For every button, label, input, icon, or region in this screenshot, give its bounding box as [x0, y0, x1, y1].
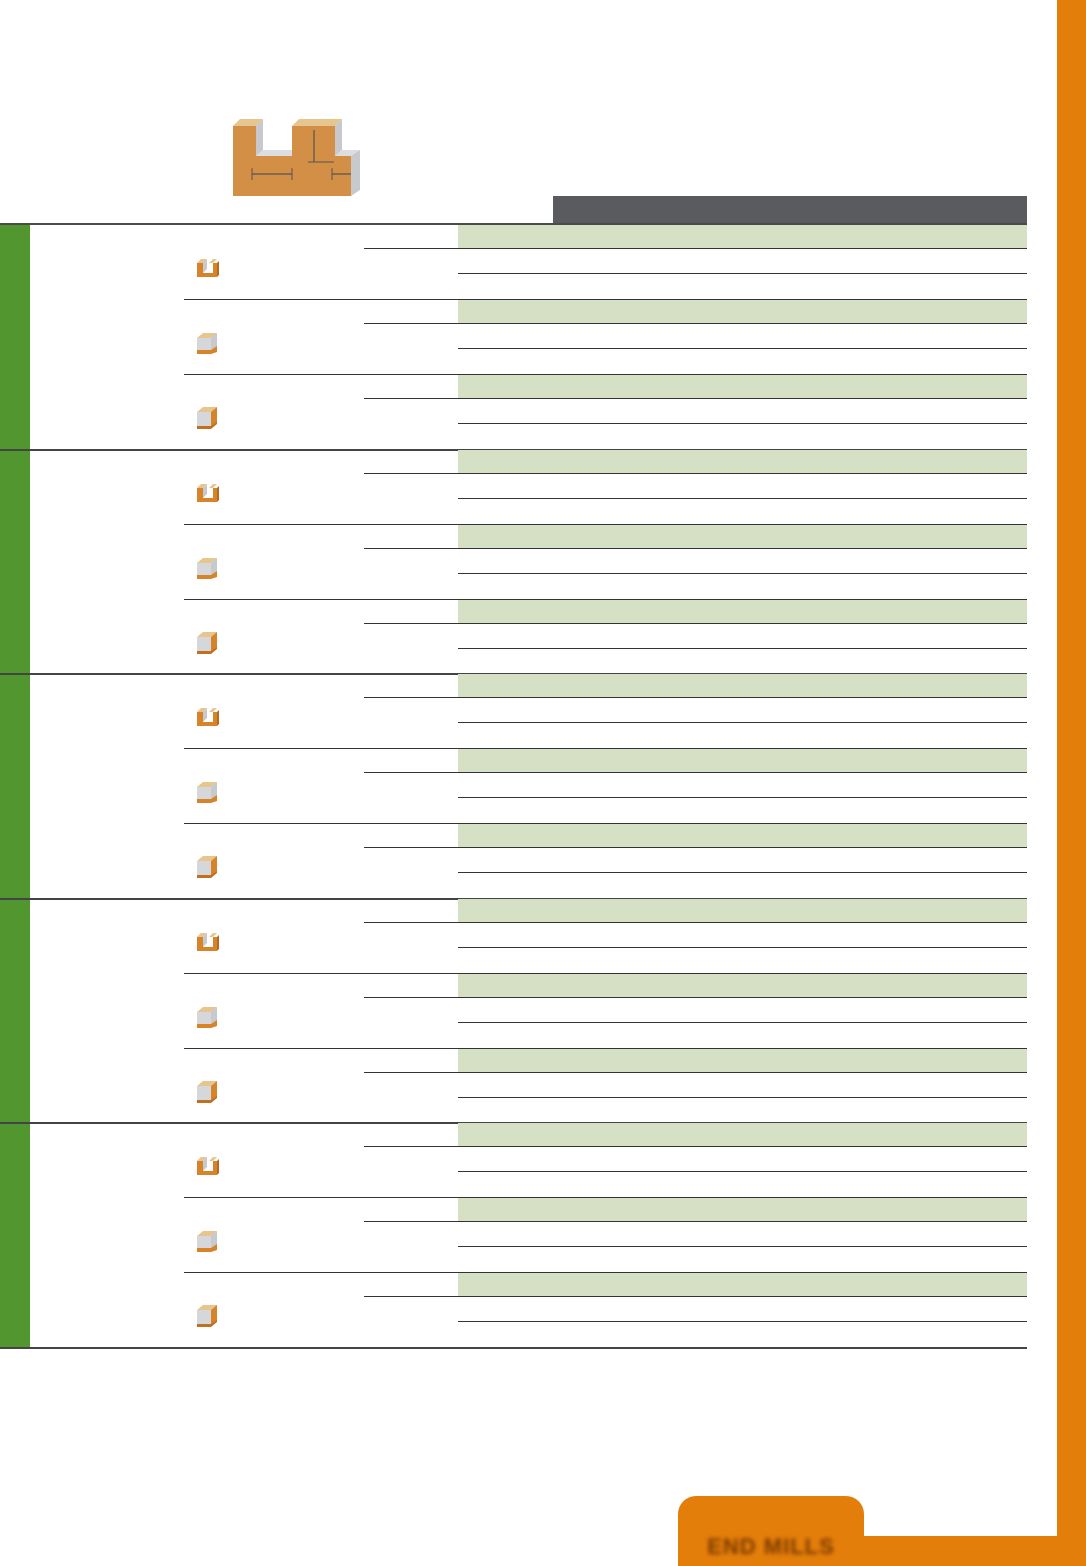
row-divider [364, 1221, 1027, 1223]
row-divider [184, 748, 1027, 750]
row-divider [458, 423, 1027, 424]
row-divider [364, 248, 1027, 249]
table-top-rule [0, 223, 1027, 225]
face-icon [197, 1080, 217, 1103]
data-row-band [458, 300, 1027, 323]
row-divider [364, 697, 1027, 699]
row-divider [458, 572, 1027, 574]
data-row-band [458, 449, 1027, 473]
row-divider [458, 647, 1027, 649]
group-divider [0, 1347, 1027, 1349]
data-row-band [458, 1123, 1027, 1147]
face-icon [197, 1305, 217, 1328]
data-row-band [458, 749, 1027, 773]
row-divider [364, 547, 1027, 549]
row-divider [364, 622, 1027, 624]
face-icon [197, 856, 217, 879]
row-divider [184, 523, 1027, 525]
row-divider [364, 1146, 1027, 1148]
row-divider [184, 972, 1027, 974]
data-row-band [458, 599, 1027, 623]
data-row-band [458, 973, 1027, 997]
data-row-band [458, 674, 1027, 698]
row-divider [364, 996, 1027, 998]
data-row-band [458, 375, 1027, 398]
slot-icon [197, 708, 219, 727]
row-divider [364, 772, 1027, 774]
row-divider [458, 497, 1027, 499]
data-row-band [458, 1273, 1027, 1297]
row-divider [364, 323, 1027, 324]
data-row-band [458, 1198, 1027, 1222]
row-divider [458, 946, 1027, 948]
row-divider [184, 1197, 1027, 1199]
row-divider [184, 823, 1027, 825]
row-divider [184, 598, 1027, 600]
row-divider [184, 374, 1027, 375]
table-header-bar [553, 196, 1027, 224]
row-divider [364, 398, 1027, 399]
row-divider [458, 872, 1027, 874]
row-divider [458, 722, 1027, 724]
data-row-band [458, 1048, 1027, 1072]
shoulder-icon [197, 557, 217, 579]
shoulder-icon [197, 1231, 217, 1253]
green-side-strip [0, 225, 30, 1348]
footer-tab: END MILLS [678, 1496, 864, 1566]
row-divider [364, 472, 1027, 474]
row-divider [364, 847, 1027, 849]
footer-tab-label: END MILLS [707, 1534, 835, 1559]
row-divider [458, 1246, 1027, 1248]
row-divider [458, 797, 1027, 799]
row-divider [184, 1272, 1027, 1274]
slot-icon [197, 259, 219, 277]
shoulder-icon [197, 1006, 217, 1028]
row-divider [458, 1096, 1027, 1098]
row-divider [184, 1047, 1027, 1049]
data-row-band [458, 898, 1027, 922]
row-divider [458, 348, 1027, 349]
row-divider [184, 299, 1027, 300]
data-row-band [458, 824, 1027, 848]
machining-diagram-icon [233, 119, 360, 196]
row-divider [364, 1296, 1027, 1298]
row-divider [458, 273, 1027, 274]
data-row-band [458, 225, 1027, 248]
face-icon [197, 631, 217, 654]
row-divider [458, 1021, 1027, 1023]
row-divider [364, 1071, 1027, 1073]
row-divider [458, 1171, 1027, 1173]
slot-icon [197, 483, 219, 502]
shoulder-icon [197, 782, 217, 804]
shoulder-icon [197, 333, 217, 354]
slot-icon [197, 1157, 219, 1176]
row-divider [458, 1321, 1027, 1323]
row-divider [364, 921, 1027, 923]
orange-side-bar [1057, 0, 1086, 1566]
data-row-band [458, 524, 1027, 548]
face-icon [197, 407, 217, 429]
slot-icon [197, 932, 219, 951]
footer-corner [864, 1496, 1057, 1536]
